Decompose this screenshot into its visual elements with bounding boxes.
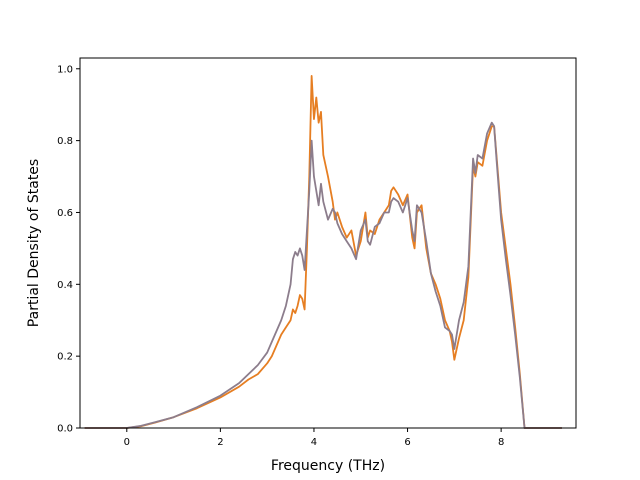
y-tick-label: 0.8 <box>57 136 73 147</box>
x-tick-label: 4 <box>311 437 317 448</box>
x-tick-label: 6 <box>404 437 410 448</box>
series-line-2 <box>84 121 562 429</box>
x-tick-label: 0 <box>124 437 130 448</box>
y-ticks: 0.0 0.2 0.4 0.6 0.8 1.0 <box>57 64 80 435</box>
y-tick-label: 1.0 <box>57 64 73 75</box>
x-axis-label: Frequency (THz) <box>271 458 385 474</box>
x-tick-label: 2 <box>217 437 223 448</box>
x-ticks: 0 2 4 6 8 <box>124 428 504 448</box>
y-tick-label: 0.0 <box>57 424 73 435</box>
x-tick-label: 8 <box>498 437 504 448</box>
y-tick-label: 0.4 <box>57 280 73 291</box>
plot-frame <box>79 57 577 429</box>
y-tick-label: 0.2 <box>57 352 73 363</box>
y-axis-label: Partial Density of States <box>26 159 42 327</box>
y-tick-label: 0.6 <box>57 208 73 219</box>
series-layer <box>84 75 562 429</box>
